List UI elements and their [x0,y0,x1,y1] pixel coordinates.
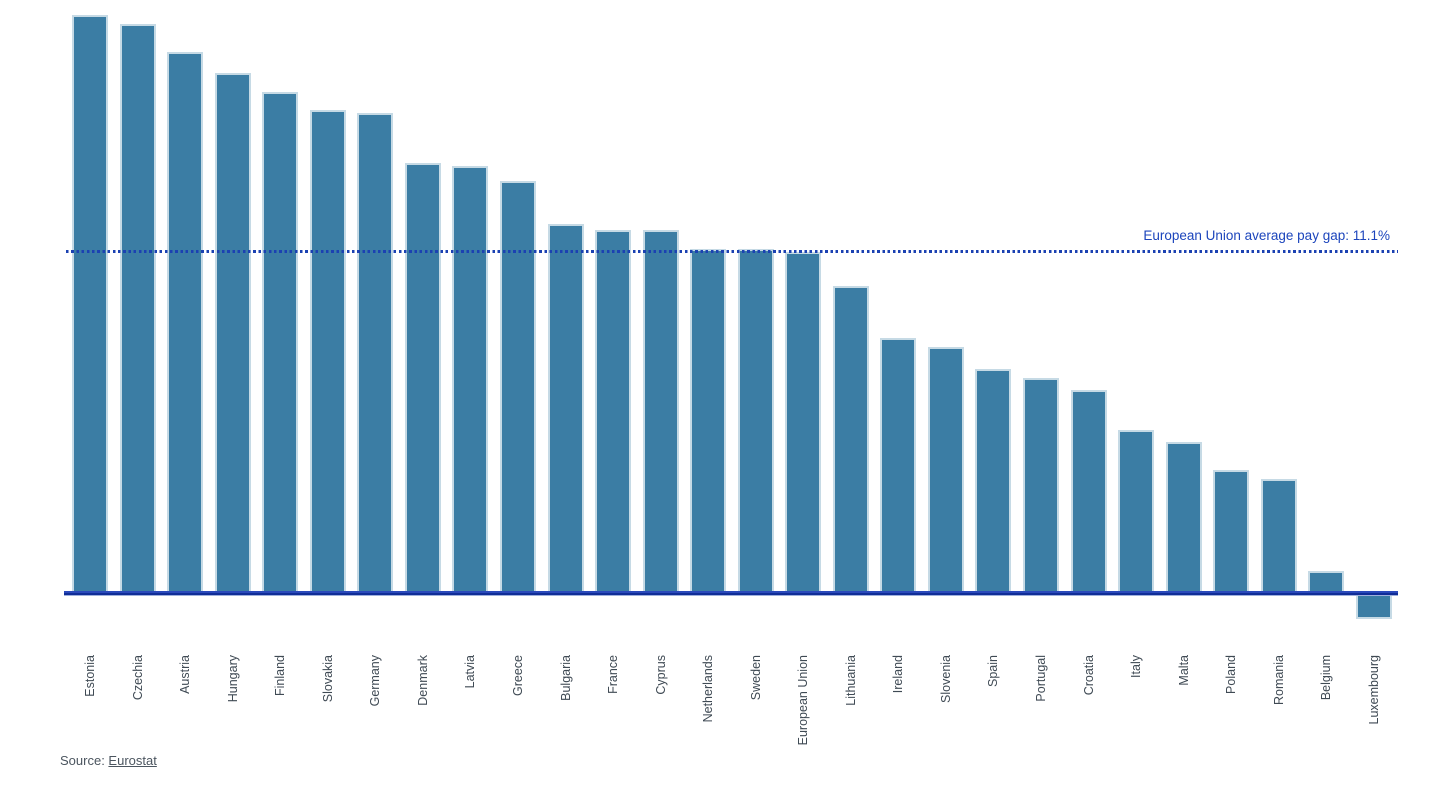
x-label-luxembourg: Luxembourg [1366,655,1381,725]
x-label-austria: Austria [178,655,193,694]
x-label-slovakia: Slovakia [320,655,335,703]
bar-slovenia [927,347,964,593]
x-label-ireland: Ireland [891,655,906,694]
x-label-finland: Finland [273,655,288,696]
bar-italy [1118,430,1155,593]
bar-bulgaria [547,224,584,593]
x-label-european-union: European Union [796,655,811,746]
bar-spain [975,368,1012,593]
x-label-france: France [606,655,621,694]
x-label-croatia: Croatia [1081,655,1096,696]
x-label-malta: Malta [1176,655,1191,686]
source-prefix: Source: [60,753,109,768]
bar-germany [357,113,394,593]
bar-finland [262,91,299,593]
x-label-estonia: Estonia [83,655,97,697]
bar-luxembourg [1355,594,1392,619]
bar-lithuania [832,285,869,593]
bar-cyprus [642,230,679,593]
x-label-hungary: Hungary [225,655,240,703]
bar-ireland [880,337,917,593]
bar-austria [167,51,204,593]
x-label-greece: Greece [510,655,525,696]
bar-croatia [1070,390,1107,593]
x-label-slovenia: Slovenia [938,655,953,703]
x-axis-baseline [64,591,1398,596]
x-label-czechia: Czechia [130,655,145,701]
bar-belgium [1308,571,1345,593]
bar-greece [499,180,536,593]
bar-hungary [214,73,251,593]
x-label-germany: Germany [368,655,383,707]
bar-estonia [72,14,108,593]
x-label-latvia: Latvia [463,655,478,689]
x-label-spain: Spain [986,655,1001,687]
x-label-belgium: Belgium [1319,655,1334,701]
bar-romania [1260,479,1297,593]
x-label-italy: Italy [1129,655,1144,678]
bar-latvia [452,165,489,593]
x-label-bulgaria: Bulgaria [558,655,573,701]
source-link[interactable]: Eurostat [108,753,157,768]
x-label-denmark: Denmark [415,655,430,706]
x-label-romania: Romania [1271,655,1286,706]
bar-czechia [119,24,156,593]
bar-portugal [1023,377,1059,593]
bar-france [595,230,632,593]
bar-netherlands [690,248,727,593]
x-label-poland: Poland [1224,655,1239,694]
bar-sweden [737,248,774,593]
x-label-lithuania: Lithuania [843,655,858,706]
source-note: Source: Eurostat [60,753,157,768]
x-label-cyprus: Cyprus [653,655,668,695]
x-label-netherlands: Netherlands [701,655,716,723]
bar-slovakia [309,110,346,593]
bar-european-union [785,251,822,593]
bar-denmark [404,162,441,593]
x-label-portugal: Portugal [1034,655,1048,702]
eu-average-dotted-line [66,250,1398,253]
bar-malta [1165,442,1202,593]
bar-poland [1213,470,1250,593]
x-label-sweden: Sweden [748,655,763,701]
eu-average-annotation: European Union average pay gap: 11.1% [1143,228,1390,243]
